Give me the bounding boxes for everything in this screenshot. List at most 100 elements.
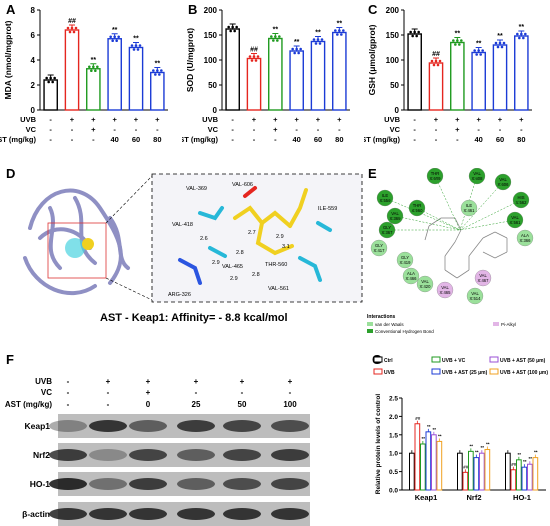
significance-mark: **	[294, 39, 300, 46]
data-point	[68, 30, 72, 34]
legend-label: Ctrl	[384, 358, 393, 364]
data-point	[494, 41, 498, 45]
data-point	[66, 26, 70, 30]
blot-band	[271, 478, 309, 490]
residue-id: X:562	[516, 200, 528, 205]
y-tick-label: 2.5	[389, 396, 398, 403]
data-point	[436, 63, 440, 67]
treatment-value: +	[240, 377, 245, 386]
residue-disc	[460, 199, 478, 217]
bar	[450, 41, 465, 111]
significance-mark: **	[432, 427, 436, 432]
treatment-value: +	[106, 377, 111, 386]
significance-mark: ##	[415, 416, 421, 421]
data-point	[274, 35, 277, 38]
treatment-value: -	[253, 125, 256, 134]
treatment-value: +	[91, 115, 96, 124]
data-point	[318, 42, 322, 45]
protein-label: β-actin	[22, 509, 50, 519]
bar	[521, 466, 528, 491]
treatment-value: 80	[517, 135, 525, 144]
data-point	[229, 29, 232, 33]
data-point	[72, 30, 76, 34]
data-point	[70, 26, 74, 30]
data-point	[456, 39, 459, 42]
data-point	[475, 53, 478, 56]
protein-label: HO-1	[30, 479, 51, 489]
bar	[505, 452, 511, 491]
protein-ribbon-icon	[23, 188, 130, 296]
data-point	[481, 49, 484, 52]
data-point	[109, 35, 112, 39]
residue-disc	[466, 287, 484, 305]
data-point	[156, 69, 159, 72]
treatment-value: -	[67, 377, 70, 386]
significance-mark: **	[112, 27, 118, 34]
treatment-row-label: VC	[208, 125, 219, 134]
data-point	[74, 26, 78, 30]
data-point	[411, 34, 414, 38]
data-point	[90, 69, 93, 73]
data-point	[235, 25, 238, 29]
treatment-row-label: VC	[41, 388, 52, 397]
bar	[436, 440, 443, 491]
bar	[225, 28, 240, 111]
residue-label: VAL-418	[172, 222, 193, 228]
residue-name: VAL	[511, 215, 519, 220]
residue-id: X:559	[380, 198, 392, 203]
bar	[428, 62, 444, 111]
bar	[128, 46, 144, 111]
blot-band	[129, 478, 167, 490]
treatment-value: -	[67, 388, 70, 397]
data-point	[460, 39, 463, 42]
blot-band	[49, 478, 87, 490]
bar	[479, 452, 485, 491]
y-tick-label: 0	[395, 106, 400, 115]
data-point	[299, 47, 302, 51]
residue-id: X:608	[472, 176, 484, 181]
residue-name: VAL	[441, 285, 449, 290]
x-tick-label: Keap1	[415, 493, 438, 502]
legend-swatch	[489, 368, 499, 375]
treatment-value: 80	[335, 135, 343, 144]
residue-id: X:367	[382, 230, 394, 235]
significance-mark: **	[438, 433, 442, 438]
treatment-value: -	[113, 125, 116, 134]
legend-swatch	[431, 356, 441, 363]
data-point	[96, 65, 99, 69]
treatment-row-label: UVB	[35, 377, 52, 386]
residue-id: X:560	[412, 208, 424, 213]
y-tick-label: 200	[204, 6, 218, 15]
blot-band	[271, 420, 309, 432]
hbond-line	[459, 199, 522, 231]
data-point	[92, 65, 95, 69]
data-point	[320, 38, 324, 41]
data-point	[276, 39, 279, 42]
legend-swatch	[431, 368, 441, 375]
sod-bar-chart: 0 50 100 150 200 SOD (U/mgprot) ## ** ** ** ** UVB -…	[182, 6, 350, 144]
residue-id: X:366	[520, 238, 532, 243]
treatment-value: +	[194, 377, 199, 386]
distance-label: 2.9	[230, 276, 238, 282]
treatment-value: 80	[153, 135, 161, 144]
data-point	[233, 29, 236, 33]
bar	[420, 443, 426, 491]
treatment-value: +	[455, 115, 460, 124]
treatment-value: +	[146, 377, 151, 386]
data-point	[136, 48, 140, 51]
protein-label: Nrf2	[33, 450, 50, 460]
y-tick-label: 200	[386, 6, 400, 15]
data-point	[452, 39, 455, 42]
ligand-bond	[482, 251, 496, 259]
y-axis-label: Relative protein levels of control	[375, 394, 382, 495]
y-axis-label: MDA (nmol/mgprot)	[3, 20, 13, 99]
x-tick-label: HO-1	[513, 493, 531, 502]
y-tick-label: 0	[31, 106, 36, 115]
bar	[473, 457, 480, 491]
data-point	[496, 45, 500, 49]
blot-band	[223, 449, 261, 461]
significance-mark: ##	[432, 51, 440, 58]
significance-mark: **	[315, 30, 321, 37]
residue-label: VAL-606	[232, 182, 253, 188]
